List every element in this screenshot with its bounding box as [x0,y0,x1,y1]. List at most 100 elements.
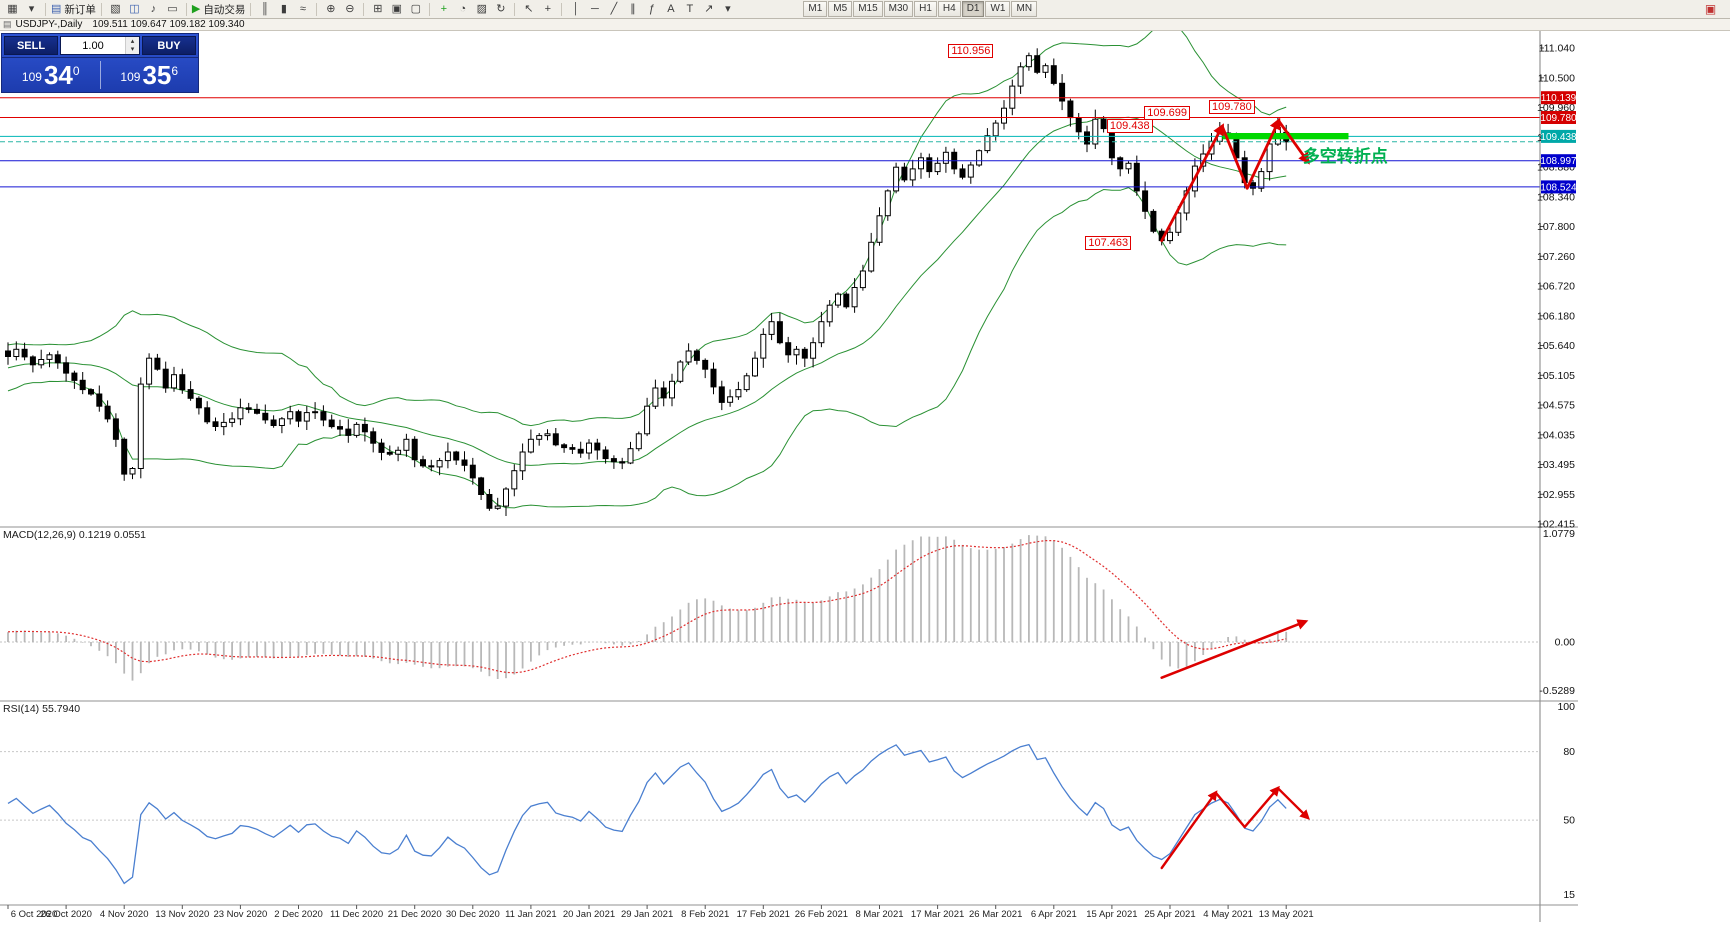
timeframe-d1[interactable]: D1 [961,1,985,17]
svg-text:11 Jan 2021: 11 Jan 2021 [505,909,557,920]
svg-text:0.00: 0.00 [1555,637,1576,649]
timeframe-w1[interactable]: W1 [985,1,1011,17]
timeframe-m15[interactable]: M15 [853,1,883,17]
svg-text:26 Mar 2021: 26 Mar 2021 [969,909,1022,920]
buy-button[interactable]: BUY [142,36,196,55]
alerts-icon-glyph: ♪ [150,2,157,15]
line-chart-icon[interactable]: ≈ [294,2,311,17]
sell-price-sup: 0 [72,64,80,78]
macd-name: MACD(12,26,9) [3,529,76,541]
indicators-icon[interactable]: + [435,2,452,17]
vertical-line-icon[interactable]: │ [567,2,584,17]
macd-signal-line [7,540,1287,674]
sell-price[interactable]: 109 34 0 [2,58,100,92]
cascade-windows-icon-glyph: ▣ [391,2,403,15]
price-divider [99,61,101,89]
svg-text:108.524: 108.524 [1540,182,1577,193]
fibonacci-icon[interactable]: ƒ [643,2,660,17]
chart-caption-bar: ▤ USDJPY-,Daily 109.511 109.647 109.182 … [0,19,1730,31]
channel-icon[interactable]: ∥ [624,2,641,17]
svg-text:17 Feb 2021: 17 Feb 2021 [737,909,790,920]
accounts-icon[interactable]: ◫ [126,2,143,17]
new-chart-icon[interactable]: ▦ [4,2,21,17]
templates-icon[interactable]: ▨ [473,2,490,17]
arrows-tool-icon[interactable]: ↗ [700,2,717,17]
timeframe-m1[interactable]: M1 [803,1,828,17]
new-chart-dropdown-icon[interactable]: ▾ [23,2,40,17]
new-order-button[interactable]: ▤ 新订单 [51,2,96,17]
buy-price[interactable]: 109 35 6 [101,58,199,92]
zoom-in-icon[interactable]: ⊕ [322,2,339,17]
cursor-icon[interactable]: ↖ [520,2,537,17]
profiles-icon[interactable]: ▧ [107,2,124,17]
toolbar-separator [100,2,102,16]
svg-text:100: 100 [1557,701,1575,713]
vertical-line-icon-glyph: │ [572,2,580,15]
svg-text:15 Apr 2021: 15 Apr 2021 [1086,909,1137,920]
text-icon[interactable]: A [662,2,679,17]
sell-button[interactable]: SELL [4,36,58,55]
price-badge: 108.997 [1540,154,1577,168]
price-badge: 109.780 [1540,111,1577,124]
periods-icon[interactable]: ◔ [454,2,471,17]
price-annotation: 110.956 [948,43,994,58]
tile-windows-icon[interactable]: ⊞ [369,2,386,17]
svg-text:26 Feb 2021: 26 Feb 2021 [795,909,848,920]
refresh-icon[interactable]: ↻ [492,2,509,17]
trade-controls-row: SELL ▴ ▾ BUY [2,34,198,57]
svg-text:15: 15 [1563,889,1575,901]
rsi-panel [0,743,1540,885]
timeframe-h4[interactable]: H4 [937,1,961,17]
rsi-value: 55.7940 [42,703,81,715]
zoom-out-icon[interactable]: ⊖ [341,2,358,17]
price-annotation: 109.780 [1209,100,1255,115]
autotrading-glyph: ▶ [191,2,201,15]
timeframe-m30[interactable]: M30 [883,1,914,17]
volume-input[interactable] [61,37,125,54]
svg-text:6 Apr 2021: 6 Apr 2021 [1031,909,1077,920]
cursor-icon-glyph: ↖ [524,2,534,15]
volume-down-button[interactable]: ▾ [126,45,139,54]
window-list-icon[interactable]: ▢ [407,2,424,17]
svg-text:109.438: 109.438 [1540,132,1577,143]
horizontal-line-icon[interactable]: ─ [586,2,603,17]
svg-text:106.720: 106.720 [1537,281,1575,293]
candlestick-chart-icon[interactable]: ▮ [275,2,292,17]
cascade-windows-icon[interactable]: ▣ [388,2,405,17]
toolbar-extra-icon[interactable]: ▣ [1702,2,1719,17]
price-annotation: 107.463 [1085,235,1132,250]
buy-price-sup: 6 [171,64,179,78]
bar-chart-icon[interactable]: ║ [256,2,273,17]
accounts-icon-glyph: ◫ [129,2,140,15]
shapes-dropdown-icon[interactable]: ▾ [719,2,736,17]
mail-icon[interactable]: ▭ [164,2,181,17]
svg-text:-0.5289: -0.5289 [1539,685,1575,697]
autotrading-button[interactable]: ▶ 自动交易 [192,2,245,17]
svg-text:21 Dec 2020: 21 Dec 2020 [388,909,442,920]
crosshair-icon[interactable]: + [539,2,556,17]
support-zone-bar [1222,133,1349,140]
channel-icon-glyph: ∥ [630,2,636,15]
alerts-icon[interactable]: ♪ [145,2,162,17]
svg-text:103.495: 103.495 [1537,459,1575,471]
timeframe-mn[interactable]: MN [1011,1,1038,17]
label-icon[interactable]: T [681,2,698,17]
trendline-icon-glyph: ╱ [610,2,618,15]
trendline-icon[interactable]: ╱ [605,2,622,17]
profiles-icon-glyph: ▧ [110,2,121,15]
timeframe-h1[interactable]: H1 [914,1,937,17]
svg-text:4 May 2021: 4 May 2021 [1203,909,1253,920]
svg-text:26 Oct 2020: 26 Oct 2020 [40,909,92,920]
new-order-button-label: 新订单 [64,3,96,16]
timeframe-m5[interactable]: M5 [828,1,853,17]
svg-text:8 Mar 2021: 8 Mar 2021 [855,909,903,920]
volume-up-button[interactable]: ▴ [126,37,139,46]
new-order-glyph: ▤ [51,2,62,15]
turning-point-note: 多空转折点 [1302,147,1388,167]
rsi-name: RSI(14) [3,703,40,715]
svg-text:105.640: 105.640 [1537,340,1575,352]
horizontal-line-icon-glyph: ─ [590,2,599,15]
macd-trend-arrow [1160,619,1309,680]
